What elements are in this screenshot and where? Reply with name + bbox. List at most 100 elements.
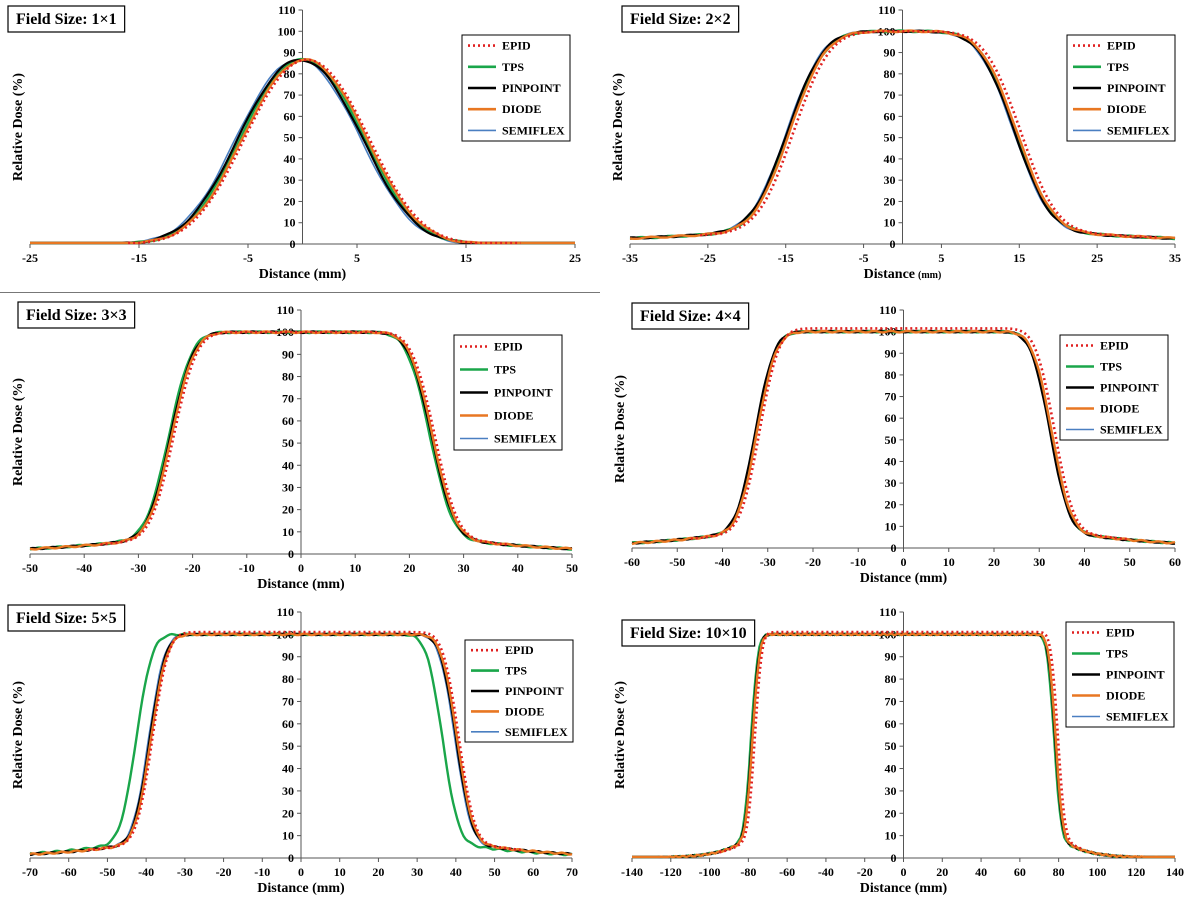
- chart-legend: EPID TPS PINPOINT DIODE SEMIFLEX: [461, 34, 571, 142]
- x-tick-label: 40: [450, 865, 462, 879]
- x-tick-label: -60: [61, 865, 77, 879]
- series-line-epid: [128, 58, 521, 245]
- legend-label-pinpoint: PINPOINT: [1107, 81, 1166, 95]
- x-tick-label: -120: [660, 865, 682, 879]
- x-tick-label: -15: [131, 251, 147, 265]
- y-tick-label: 20: [284, 194, 296, 208]
- y-tick-label: 90: [282, 650, 294, 664]
- chart-title: Field Size: 3×3: [17, 301, 136, 329]
- x-tick-label: 0: [298, 561, 304, 575]
- y-tick-label: 90: [885, 650, 897, 664]
- series-line-epid: [87, 630, 522, 852]
- panel-separator: [0, 292, 600, 293]
- legend-label-semiflex: SEMIFLEX: [502, 123, 565, 137]
- legend-label-tps: TPS: [502, 60, 524, 74]
- x-tick-label: 80: [1053, 865, 1065, 879]
- x-tick-label: 35: [1169, 251, 1181, 265]
- legend-label-epid: EPID: [494, 340, 523, 354]
- x-tick-label: 0: [901, 555, 907, 569]
- x-tick-label: -40: [715, 555, 731, 569]
- legend-label-epid: EPID: [502, 39, 531, 53]
- x-tick-label: -30: [760, 555, 776, 569]
- chart-panel-4: -60 -50 -40 -30 -20 -10 0 10 20 30 40 50 60 0 10 20 30 40…: [613, 302, 1181, 586]
- chart-title: Field Size: 1×1: [7, 5, 126, 33]
- x-tick-label: -20: [216, 865, 232, 879]
- x-tick-label: -140: [621, 865, 643, 879]
- x-tick-label: 100: [1088, 865, 1106, 879]
- x-tick-label: 25: [1091, 251, 1103, 265]
- x-tick-label: 0: [901, 865, 907, 879]
- x-tick-label: 10: [943, 555, 955, 569]
- legend-label-epid: EPID: [1107, 39, 1136, 53]
- y-tick-label: 50: [885, 433, 897, 447]
- y-tick-label: 70: [885, 694, 897, 708]
- y-tick-label: 60: [282, 717, 294, 731]
- legend-label-tps: TPS: [505, 664, 527, 678]
- y-tick-label: 70: [282, 694, 294, 708]
- y-axis-label: Relative Dose (%): [11, 681, 26, 789]
- x-tick-label: -100: [699, 865, 721, 879]
- x-tick-label: -60: [779, 865, 795, 879]
- y-tick-label: 80: [282, 672, 294, 686]
- series-line-epid: [719, 630, 1085, 854]
- chart-legend: EPID TPS PINPOINT DIODE SEMIFLEX: [1066, 34, 1176, 142]
- chart-title-box: [7, 604, 126, 632]
- x-tick-label: 40: [1079, 555, 1091, 569]
- chart-title-text: Field Size: 1×1: [16, 11, 117, 28]
- series-line-diode: [29, 632, 573, 856]
- x-tick-label: -50: [22, 561, 38, 575]
- y-axis-label: Relative Dose (%): [11, 378, 26, 486]
- legend-label-pinpoint: PINPOINT: [505, 684, 564, 698]
- chart-title: Field Size: 10×10: [621, 619, 756, 647]
- y-tick-label: 90: [885, 346, 897, 360]
- x-tick-label: 20: [403, 561, 415, 575]
- chart-title: Field Size: 2×2: [621, 5, 740, 33]
- legend-label-semiflex: SEMIFLEX: [1106, 710, 1169, 724]
- legend-label-epid: EPID: [1106, 626, 1135, 640]
- y-tick-label: 40: [884, 152, 896, 166]
- y-tick-label: 80: [284, 67, 296, 81]
- x-tick-label: 40: [975, 865, 987, 879]
- y-tick-label: 30: [282, 480, 294, 494]
- x-tick-label: -15: [778, 251, 794, 265]
- y-tick-label: 20: [885, 498, 897, 512]
- y-tick-label: 0: [288, 851, 294, 865]
- chart-panel-2: -35 -25 -15 -5 5 15 25 350102030405060708090100…: [611, 3, 1181, 282]
- y-tick-label: 30: [885, 784, 897, 798]
- chart-title-box: [17, 301, 136, 329]
- x-tick-label: -5: [243, 251, 253, 265]
- x-tick-label: -50: [99, 865, 115, 879]
- chart-legend: EPID TPS PINPOINT DIODE SEMIFLEX: [1059, 334, 1169, 441]
- legend-label-diode: DIODE: [1107, 102, 1146, 116]
- x-tick-label: 60: [1169, 555, 1181, 569]
- y-tick-label: 40: [284, 152, 296, 166]
- legend-label-tps: TPS: [1100, 360, 1122, 374]
- y-tick-label: 80: [885, 672, 897, 686]
- y-tick-label: 110: [879, 303, 896, 317]
- x-tick-label: -40: [76, 561, 92, 575]
- x-tick-label: -20: [185, 561, 201, 575]
- x-axis-label: Distance (mm): [257, 577, 345, 592]
- y-axis-label: Relative Dose (%): [613, 681, 628, 789]
- x-tick-label: 15: [460, 251, 472, 265]
- y-tick-label: 70: [885, 390, 897, 404]
- x-tick-label: 15: [1013, 251, 1025, 265]
- y-tick-label: 20: [884, 194, 896, 208]
- x-tick-label: 20: [988, 555, 1000, 569]
- chart-title-text: Field Size: 2×2: [630, 11, 731, 28]
- y-axis-label: Relative Dose (%): [613, 375, 628, 483]
- y-tick-label: 60: [885, 411, 897, 425]
- x-axis-label: Distance (mm): [860, 881, 948, 896]
- x-tick-label: 20: [372, 865, 384, 879]
- legend-label-diode: DIODE: [494, 409, 533, 423]
- legend-label-diode: DIODE: [505, 704, 544, 718]
- chart-title-text: Field Size: 10×10: [630, 625, 747, 642]
- chart-title-text: Field Size: 3×3: [26, 307, 127, 324]
- y-tick-label: 80: [885, 368, 897, 382]
- x-tick-label: 70: [566, 865, 578, 879]
- y-tick-label: 20: [282, 806, 294, 820]
- chart-legend: EPID TPS PINPOINT DIODE SEMIFLEX: [453, 334, 563, 451]
- x-tick-label: 50: [489, 865, 501, 879]
- series-line-diode: [631, 329, 1176, 546]
- legend-label-semiflex: SEMIFLEX: [1107, 123, 1170, 137]
